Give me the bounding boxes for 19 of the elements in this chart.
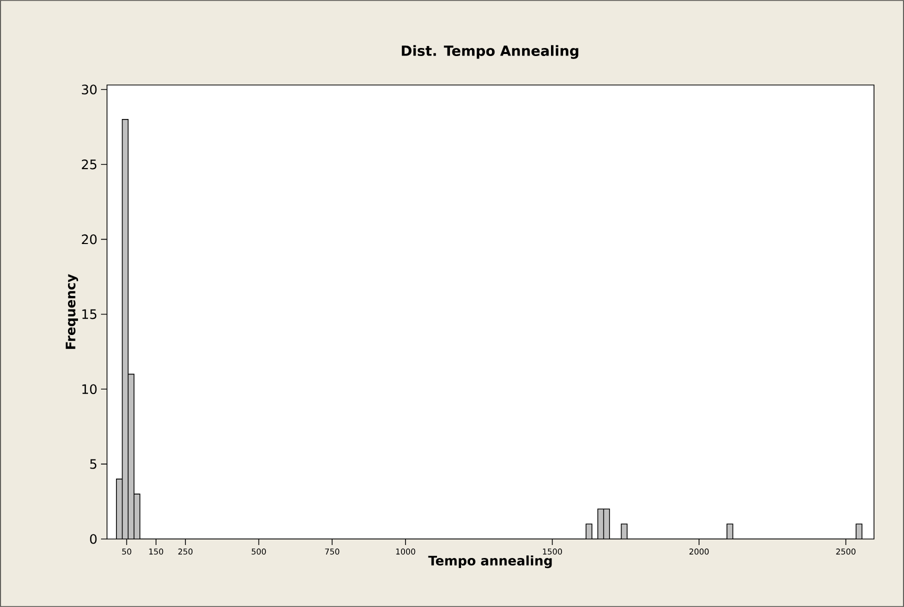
- y-tick-label: 15: [82, 309, 96, 320]
- x-tick-label: 250: [178, 548, 192, 555]
- x-tick-label: 50: [122, 548, 132, 555]
- x-tick-label: 1000: [396, 548, 416, 555]
- x-tick-label: 2500: [836, 548, 856, 555]
- x-tick-label: 150: [149, 548, 164, 555]
- y-tick-label: 5: [90, 459, 96, 469]
- y-tick-label: 0: [90, 534, 97, 544]
- y-tick-label: 25: [82, 159, 96, 170]
- x-tick-label: 500: [252, 548, 266, 555]
- x-axis-title: Tempo annealing: [428, 555, 552, 568]
- x-tick-label: 750: [325, 548, 340, 555]
- y-tick-label: 20: [82, 234, 97, 244]
- y-tick-label: 10: [82, 384, 97, 394]
- y-tick-label: 30: [82, 84, 97, 94]
- x-tick-label: 1500: [542, 548, 562, 555]
- x-tick-label: 2000: [689, 548, 709, 555]
- y-axis-title: Frequency: [66, 274, 78, 349]
- chart-title: Dist. Tempo Annealing: [402, 45, 578, 59]
